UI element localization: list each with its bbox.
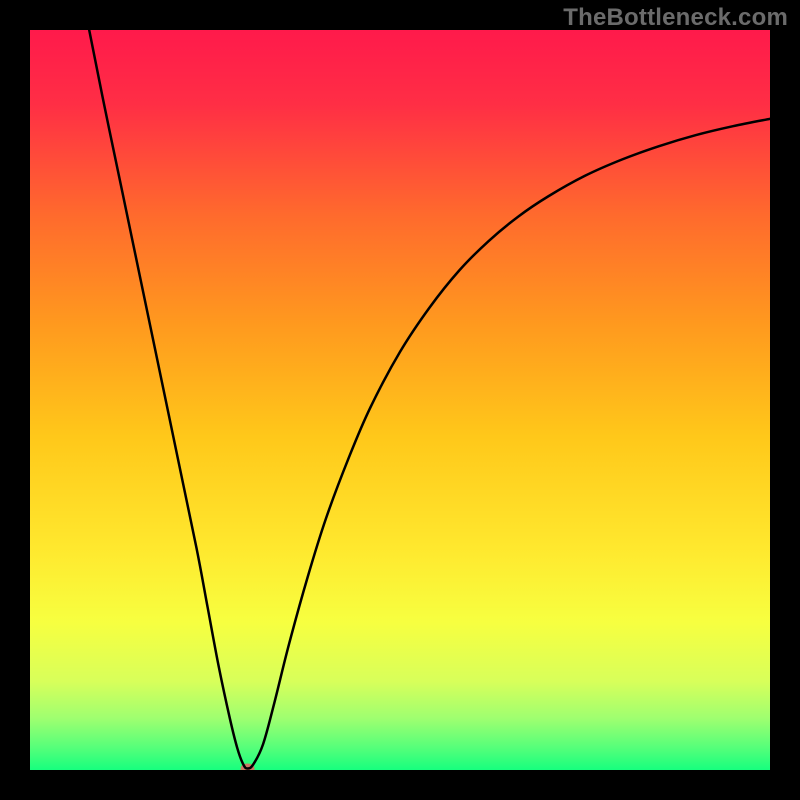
gradient-background: [30, 30, 770, 770]
plot-area: [30, 30, 770, 770]
chart-svg: [30, 30, 770, 770]
watermark-text: TheBottleneck.com: [563, 4, 788, 32]
chart-frame: TheBottleneck.com: [0, 0, 800, 800]
